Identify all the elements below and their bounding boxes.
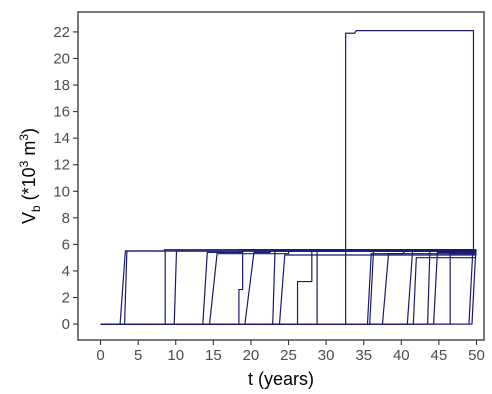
y-axis-title-main: V: [19, 212, 39, 224]
x-axis-ticks: 0 5 10 15 20 25 30 35 40 45 50: [96, 340, 485, 364]
series-line-3: [100, 249, 477, 325]
series-line-10: [100, 254, 477, 325]
series-line-18: [100, 257, 477, 325]
series-line-5: [100, 250, 477, 325]
y-tick-label: 14: [53, 130, 70, 147]
series-line-13: [100, 29, 477, 325]
x-tick-label: 5: [134, 347, 142, 364]
y-tick-label: 0: [62, 316, 70, 333]
y-tick-label: 4: [62, 263, 70, 280]
series-line-1: [100, 249, 477, 325]
x-tick-label: 20: [243, 347, 260, 364]
y-tick-label: 6: [62, 236, 70, 253]
y-tick-label: 12: [53, 157, 70, 174]
x-tick-label: 35: [355, 347, 372, 364]
y-tick-label: 10: [53, 183, 70, 200]
series-line-20: [100, 251, 477, 325]
series-line-15: [100, 250, 477, 325]
series-line-2: [100, 250, 477, 325]
series-line-4: [100, 250, 477, 325]
series-line-11: [100, 250, 477, 325]
series-layer: [100, 29, 477, 325]
series-line-21: [100, 253, 477, 325]
x-tick-label: 15: [205, 347, 222, 364]
y-axis-title-rest-suffix: ): [19, 128, 39, 134]
series-line-7: [100, 250, 477, 325]
y-tick-label: 20: [53, 50, 70, 67]
plot-area: [77, 11, 485, 341]
y-axis-title-sub: b: [29, 205, 43, 212]
y-tick-label: 16: [53, 104, 70, 121]
x-axis-title: t (years): [248, 369, 314, 389]
series-line-17: [100, 250, 477, 325]
x-tick-label: 30: [318, 347, 335, 364]
y-axis-title-rest-mid: m: [19, 141, 39, 161]
y-axis-title-sup2: 3: [17, 134, 31, 141]
series-line-6: [100, 250, 477, 325]
series-line-19: [100, 250, 477, 325]
x-tick-label: 45: [431, 347, 448, 364]
y-tick-label: 22: [53, 24, 70, 41]
y-tick-label: 2: [62, 290, 70, 307]
x-tick-label: 25: [280, 347, 297, 364]
x-tick-label: 10: [167, 347, 184, 364]
x-tick-label: 50: [468, 347, 485, 364]
x-tick-label: 40: [393, 347, 410, 364]
y-tick-label: 18: [53, 77, 70, 94]
y-axis-title: Vb (*103 m3): [17, 128, 43, 224]
series-line-23: [100, 250, 477, 325]
series-line-8: [100, 250, 477, 325]
series-line-14: [100, 253, 477, 325]
series-line-22: [100, 251, 477, 325]
series-line-9: [100, 250, 477, 325]
x-tick-label: 0: [96, 347, 104, 364]
y-axis-title-rest-prefix: (*10: [19, 167, 39, 205]
y-axis-ticks: 0 2 4 6 8 10 12 14 16 18 20 22: [53, 24, 78, 333]
y-tick-label: 8: [62, 210, 70, 227]
series-line-12: [100, 249, 477, 325]
plot-panel-border: [77, 11, 485, 341]
series-line-16: [100, 250, 477, 325]
y-axis-title-sup: 3: [17, 160, 31, 167]
